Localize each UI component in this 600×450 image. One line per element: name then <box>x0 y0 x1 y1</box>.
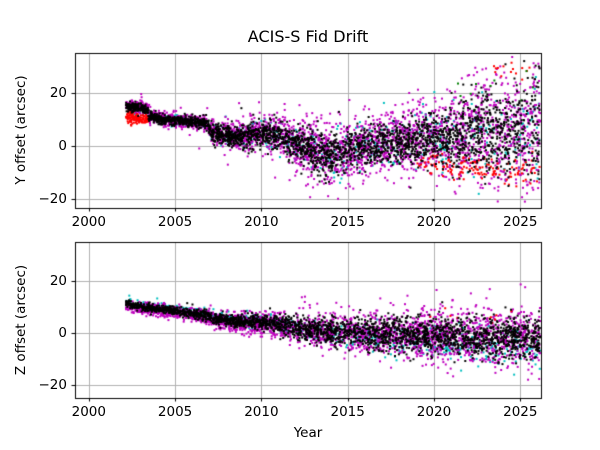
x-tick-label: 2025 <box>503 214 538 230</box>
chart-title: ACIS-S Fid Drift <box>247 27 369 46</box>
y-tick-label: −20 <box>38 377 68 393</box>
x-axis-label: Year <box>293 425 323 441</box>
y-tick-label: 0 <box>58 137 67 154</box>
x-tick-label: 2005 <box>157 404 193 420</box>
y-tick-label: 20 <box>49 84 67 101</box>
y-axis-label-bottom: Z offset (arcsec) <box>13 264 29 376</box>
x-tick-label: 2000 <box>71 214 106 230</box>
x-tick-label: 2025 <box>503 404 538 420</box>
x-tick-label: 2015 <box>330 214 365 230</box>
x-tick-label: 2020 <box>416 214 452 230</box>
x-tick-label: 2000 <box>71 404 106 420</box>
axes-z-offset <box>75 242 541 398</box>
y-tick-label: 0 <box>58 325 67 341</box>
x-tick-label: 2015 <box>330 404 365 420</box>
y-axis-label-top: Y offset (arcsec) <box>13 75 29 185</box>
x-tick-label: 2020 <box>416 404 452 420</box>
x-tick-label: 2010 <box>244 404 279 420</box>
x-tick-label: 2005 <box>157 214 193 230</box>
axes-y-offset <box>75 53 541 208</box>
y-tick-label: −20 <box>38 190 68 207</box>
y-tick-label: 20 <box>49 273 67 289</box>
x-tick-label: 2010 <box>244 214 279 230</box>
